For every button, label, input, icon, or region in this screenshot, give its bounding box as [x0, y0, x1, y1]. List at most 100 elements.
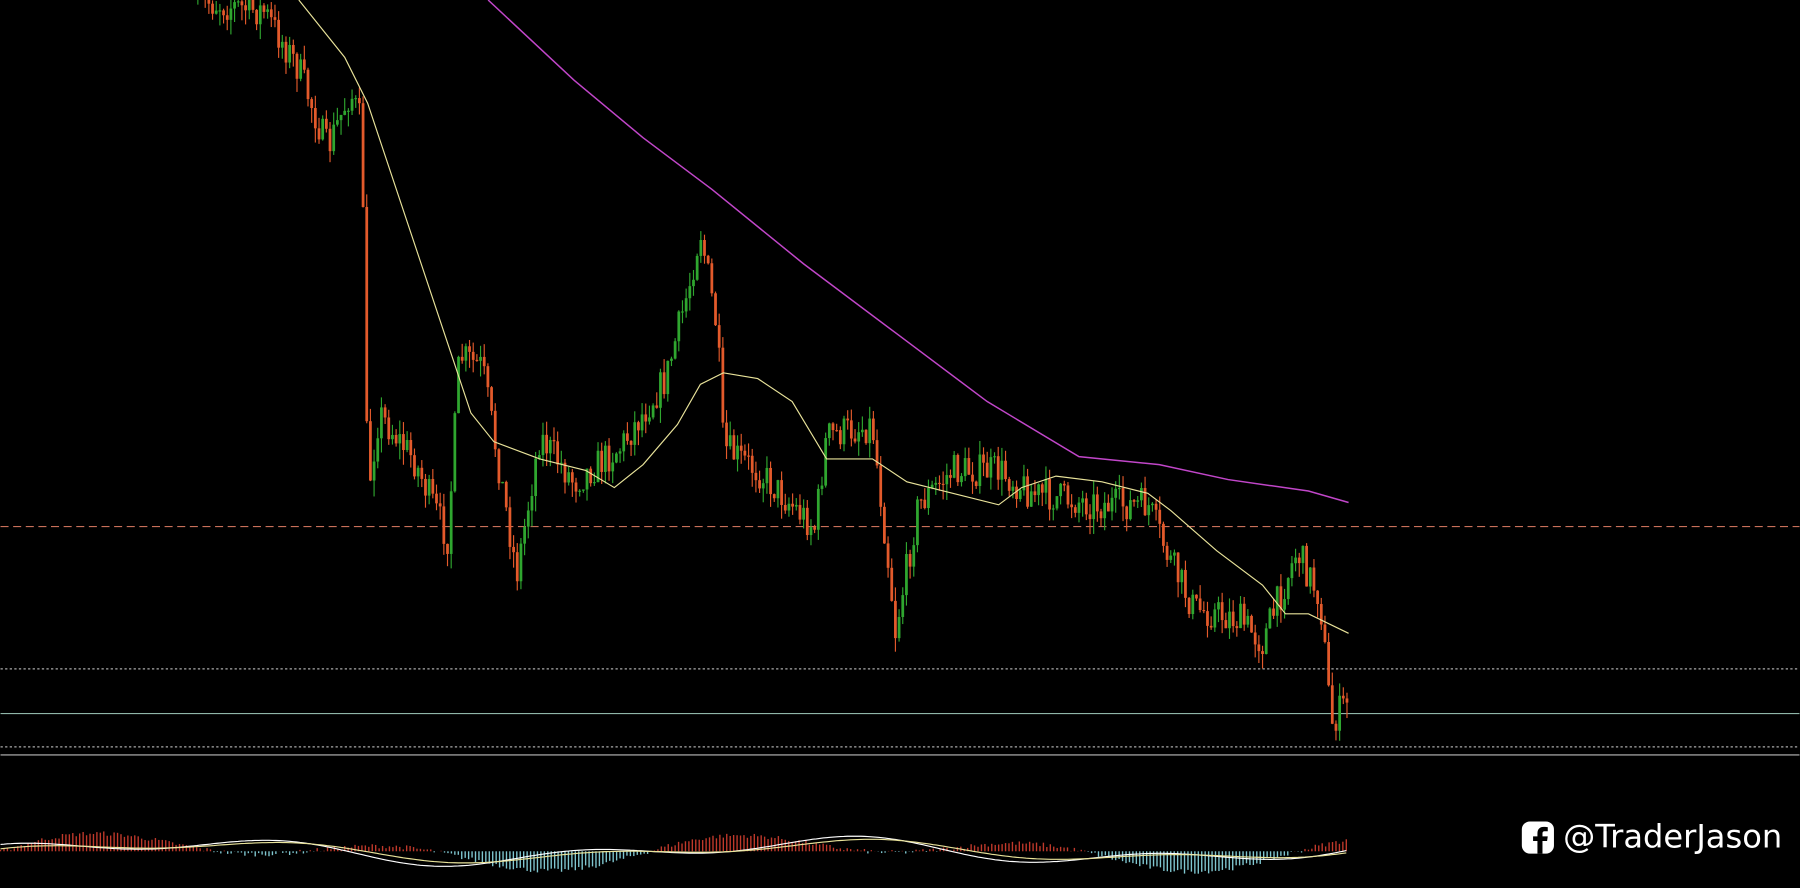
candle-body — [706, 255, 710, 264]
candle-body — [1198, 598, 1202, 611]
candle-body — [1338, 695, 1342, 731]
candle-body — [743, 450, 747, 456]
candle-body — [486, 366, 490, 388]
candle-body — [376, 438, 380, 462]
candle-body — [1037, 484, 1040, 496]
candle-body — [783, 504, 787, 511]
candle-body — [993, 456, 996, 458]
candle-body — [813, 527, 817, 530]
candle-body — [358, 98, 361, 104]
candle-body — [725, 422, 728, 447]
candle-body — [589, 468, 593, 484]
candle-body — [938, 482, 941, 485]
candle-body — [930, 484, 934, 489]
candle-body — [236, 1, 240, 3]
candle-body — [1026, 476, 1029, 507]
candle-body — [361, 103, 365, 207]
candle-body — [1217, 602, 1220, 610]
candle-body — [548, 439, 552, 454]
candle-body — [879, 465, 883, 507]
candle-body — [240, 1, 244, 6]
candle-body — [673, 341, 677, 359]
candle-body — [1297, 557, 1301, 564]
candle-body — [916, 499, 919, 546]
candle-body — [449, 491, 453, 554]
candle-body — [284, 41, 288, 63]
candle-body — [497, 449, 501, 484]
candle-body — [1004, 460, 1007, 480]
candle-body — [442, 506, 446, 544]
candle-body — [1162, 523, 1165, 546]
candle-body — [1099, 511, 1103, 519]
candle-body — [280, 41, 284, 48]
candle-body — [1180, 569, 1184, 583]
candle-body — [1073, 507, 1077, 513]
candle-body — [611, 462, 615, 472]
candle-body — [816, 488, 820, 530]
candle-body — [563, 462, 567, 483]
candle-body — [446, 543, 449, 554]
candle-body — [1000, 460, 1004, 480]
candle-body — [321, 118, 325, 140]
candle-body — [1059, 483, 1062, 497]
candle-body — [317, 128, 321, 140]
candle-body — [600, 450, 604, 472]
candle-body — [1048, 478, 1051, 510]
candle-body — [1125, 506, 1129, 520]
candle-body — [872, 418, 875, 441]
candle-body — [1323, 624, 1327, 643]
signal-line — [0, 838, 1347, 864]
candle-body — [468, 346, 471, 352]
candle-body — [604, 445, 607, 472]
candle-body — [739, 445, 743, 451]
candle-body — [387, 417, 391, 440]
candle-body — [897, 617, 901, 639]
candle-body — [1143, 488, 1147, 516]
candle-body — [1242, 603, 1246, 625]
candle-body — [1106, 502, 1110, 512]
candle-body — [1117, 487, 1121, 490]
candle-body — [424, 478, 427, 496]
candle-body — [1176, 552, 1180, 583]
candle-body — [919, 499, 923, 501]
candle-body — [269, 9, 273, 18]
candle-body — [534, 458, 537, 497]
candle-body — [255, 9, 258, 25]
moving-average-slow — [487, 0, 1349, 504]
candle-body — [1029, 491, 1033, 507]
candle-body — [1246, 615, 1250, 625]
candle-body — [692, 279, 695, 287]
candle-body — [266, 9, 269, 12]
candle-body — [1202, 610, 1206, 612]
candle-body — [288, 44, 292, 63]
candle-body — [875, 440, 879, 466]
candle-body — [380, 407, 383, 439]
candle-body — [908, 553, 912, 567]
candle-body — [985, 462, 989, 478]
candle-body — [313, 108, 317, 129]
candle-body — [809, 527, 813, 536]
candle-body — [677, 311, 681, 342]
candle-body — [695, 255, 699, 280]
candle-body — [335, 120, 339, 125]
candle-body — [901, 595, 905, 618]
candle-body — [831, 423, 835, 431]
candle-body — [750, 455, 754, 473]
candle-body — [905, 553, 908, 596]
candle-body — [1151, 503, 1154, 506]
candle-body — [982, 454, 985, 463]
candle-body — [1264, 628, 1268, 654]
candle-body — [214, 10, 218, 14]
candle-body — [662, 372, 666, 395]
candle-body — [787, 503, 791, 511]
candle-body — [1231, 611, 1235, 627]
candle-body — [1253, 632, 1257, 645]
candle-body — [1290, 563, 1294, 579]
candle-body — [207, 0, 211, 4]
candle-body — [258, 5, 262, 25]
candle-body — [772, 494, 776, 499]
candle-body — [1213, 609, 1217, 628]
candle-body — [1305, 545, 1308, 587]
